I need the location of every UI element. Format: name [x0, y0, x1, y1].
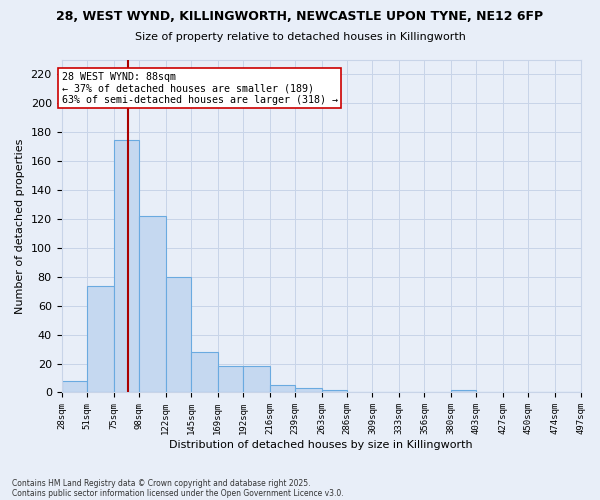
- Text: Contains HM Land Registry data © Crown copyright and database right 2025.: Contains HM Land Registry data © Crown c…: [12, 478, 311, 488]
- Bar: [218, 366, 243, 392]
- Y-axis label: Number of detached properties: Number of detached properties: [15, 138, 25, 314]
- Bar: [166, 277, 191, 392]
- Text: Size of property relative to detached houses in Killingworth: Size of property relative to detached ho…: [134, 32, 466, 42]
- Text: 28 WEST WYND: 88sqm
← 37% of detached houses are smaller (189)
63% of semi-detac: 28 WEST WYND: 88sqm ← 37% of detached ho…: [62, 72, 338, 105]
- Bar: [139, 216, 166, 392]
- Bar: [322, 390, 347, 392]
- Bar: [269, 385, 295, 392]
- Bar: [243, 366, 269, 392]
- Bar: [191, 352, 218, 393]
- X-axis label: Distribution of detached houses by size in Killingworth: Distribution of detached houses by size …: [169, 440, 473, 450]
- Bar: [113, 140, 139, 392]
- Text: Contains public sector information licensed under the Open Government Licence v3: Contains public sector information licen…: [12, 488, 344, 498]
- Bar: [87, 286, 113, 393]
- Bar: [62, 381, 87, 392]
- Bar: [581, 390, 600, 392]
- Text: 28, WEST WYND, KILLINGWORTH, NEWCASTLE UPON TYNE, NE12 6FP: 28, WEST WYND, KILLINGWORTH, NEWCASTLE U…: [56, 10, 544, 23]
- Bar: [451, 390, 476, 392]
- Bar: [295, 388, 322, 392]
